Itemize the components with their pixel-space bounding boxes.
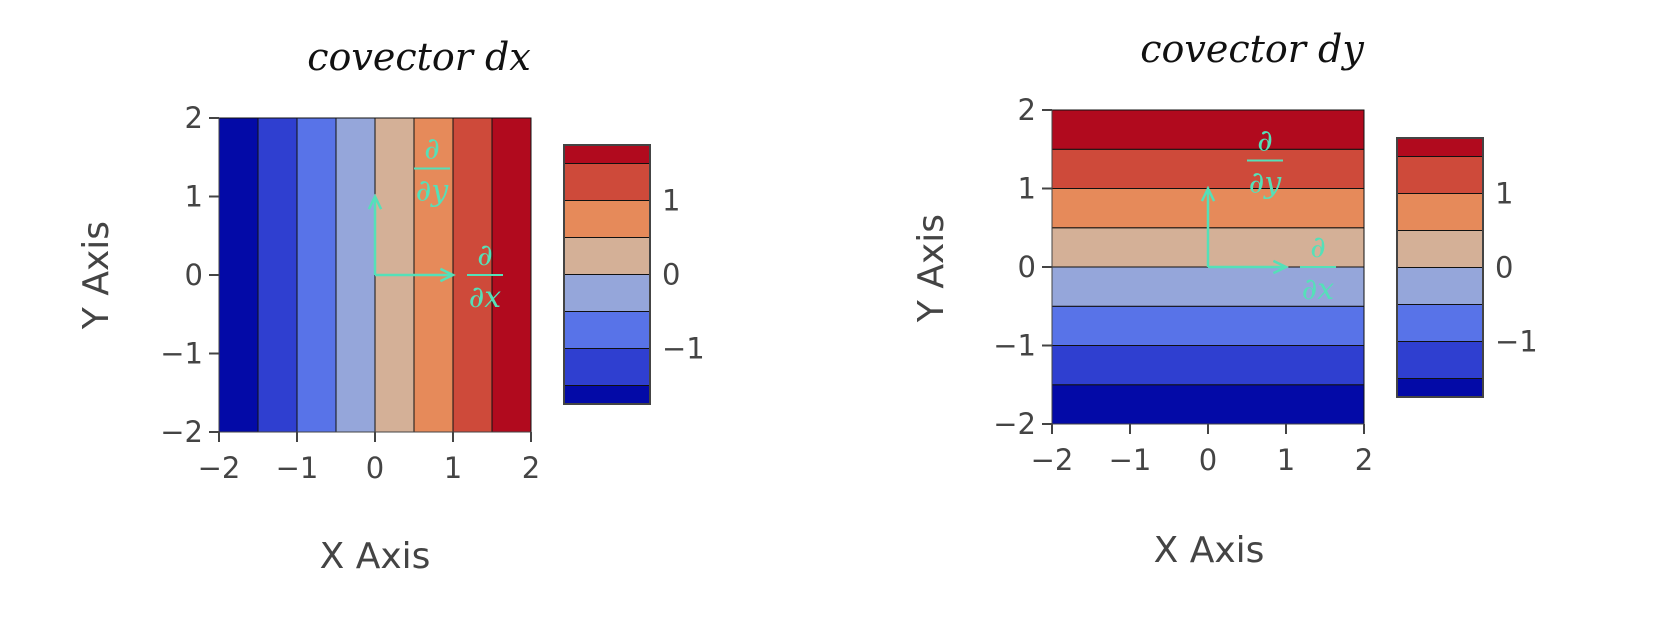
- x-tick-label: −1: [1109, 443, 1152, 477]
- colorbar-tick-label: 0: [1495, 251, 1513, 285]
- annotation-numerator: ∂: [424, 132, 440, 167]
- colorbar-band: [1396, 341, 1484, 379]
- x-tick-label: 0: [1199, 443, 1217, 477]
- plot-title: covector dx: [307, 35, 531, 79]
- x-tick-label: 0: [366, 451, 384, 485]
- annotation-numerator: ∂: [477, 238, 493, 273]
- colorbar-tick-label: 1: [1495, 177, 1513, 211]
- colorbar: −1 0 1: [563, 144, 705, 405]
- colorbar-band: [1396, 304, 1484, 342]
- colorbar-band: [563, 385, 651, 405]
- annotation-denominator: ∂y: [416, 174, 450, 209]
- y-tick-label: −2: [993, 407, 1036, 441]
- axis-ticks: −2−2 −1 −1 0 0 1 1 2 2: [993, 93, 1373, 477]
- contour-band: [1051, 305, 1365, 346]
- annotation-numerator: ∂: [1257, 124, 1273, 159]
- colorbar-band: [1396, 193, 1484, 231]
- y-tick-label: −1: [160, 337, 203, 371]
- arrowhead: [439, 267, 456, 283]
- contour-band: [257, 117, 298, 433]
- contour-band: [296, 117, 337, 433]
- x-tick-label: −1: [276, 451, 319, 485]
- colorbar-band: [563, 274, 651, 312]
- arrowhead: [367, 193, 383, 210]
- annotation-denominator: ∂x: [469, 280, 502, 315]
- plot-title: covector dy: [1140, 27, 1364, 71]
- basis-vectors: ∂ ∂x ∂ ∂y: [367, 132, 503, 315]
- contour-band: [1051, 109, 1365, 150]
- colorbar: −1 0 1: [1396, 137, 1538, 398]
- x-tick-label: −2: [1031, 443, 1074, 477]
- colorbar-band: [1396, 267, 1484, 305]
- colorbar-tick-label: −1: [1495, 325, 1538, 359]
- y-tick-label: 2: [1018, 93, 1036, 127]
- y-axis-title: Y Axis: [911, 214, 952, 323]
- colorbar-tick-label: 1: [662, 184, 680, 218]
- colorbar-outline: [563, 144, 651, 405]
- colorbar-band: [563, 311, 651, 349]
- x-axis-title: X Axis: [1154, 530, 1265, 571]
- contour-band: [1051, 266, 1365, 307]
- axis-ticks: −2−2 −1 −1 0 0 1 1 2 2: [160, 101, 540, 485]
- y-tick-label: 0: [1018, 250, 1036, 284]
- colorbar-band: [563, 237, 651, 275]
- y-tick-label: 1: [1018, 172, 1036, 206]
- colorbar-band: [1396, 230, 1484, 268]
- contour-band: [1051, 384, 1365, 425]
- contour-band: [1051, 148, 1365, 189]
- colorbar-band: [1396, 378, 1484, 398]
- arrowhead: [1200, 185, 1216, 202]
- x-tick-label: 1: [1277, 443, 1295, 477]
- x-axis-title: X Axis: [320, 536, 431, 577]
- colorbar-band: [563, 163, 651, 201]
- colorbar-band: [1396, 137, 1484, 157]
- colorbar-outline: [1396, 137, 1484, 398]
- contour-bands: [218, 117, 532, 433]
- x-tick-label: 2: [1355, 443, 1373, 477]
- contour-band: [218, 117, 259, 433]
- y-tick-label: 2: [185, 101, 203, 135]
- colorbar-band: [563, 144, 651, 164]
- x-tick-label: −2: [198, 451, 241, 485]
- annotation-denominator: ∂y: [1249, 166, 1283, 201]
- annotation-denominator: ∂x: [1302, 272, 1335, 307]
- colorbar-band: [563, 200, 651, 238]
- x-tick-label: 1: [444, 451, 462, 485]
- colorbar-band: [563, 348, 651, 386]
- x-tick-label: 2: [522, 451, 540, 485]
- y-tick-label: 1: [185, 180, 203, 214]
- panel-covector-dy: covector dy −2−2 −1 −1 0 0 1 1 2 2 ∂ ∂x ∂ ∂y −1 0 1 X…: [911, 27, 1538, 571]
- colorbar-band: [1396, 156, 1484, 194]
- y-tick-label: 0: [185, 258, 203, 292]
- basis-vectors: ∂ ∂x ∂ ∂y: [1200, 124, 1336, 307]
- y-tick-label: −2: [160, 415, 203, 449]
- colorbar-tick-label: −1: [662, 332, 705, 366]
- arrowhead: [1272, 259, 1289, 275]
- contour-band: [1051, 345, 1365, 386]
- panel-covector-dx: covector dx −2−2 −1 −1 0 0 1 1 2 2 ∂ ∂x ∂ ∂y −1 0 1 X…: [76, 35, 705, 577]
- y-tick-label: −1: [993, 329, 1036, 363]
- annotation-numerator: ∂: [1310, 230, 1326, 265]
- colorbar-tick-label: 0: [662, 258, 680, 292]
- contour-band: [335, 117, 376, 433]
- y-axis-title: Y Axis: [76, 221, 117, 330]
